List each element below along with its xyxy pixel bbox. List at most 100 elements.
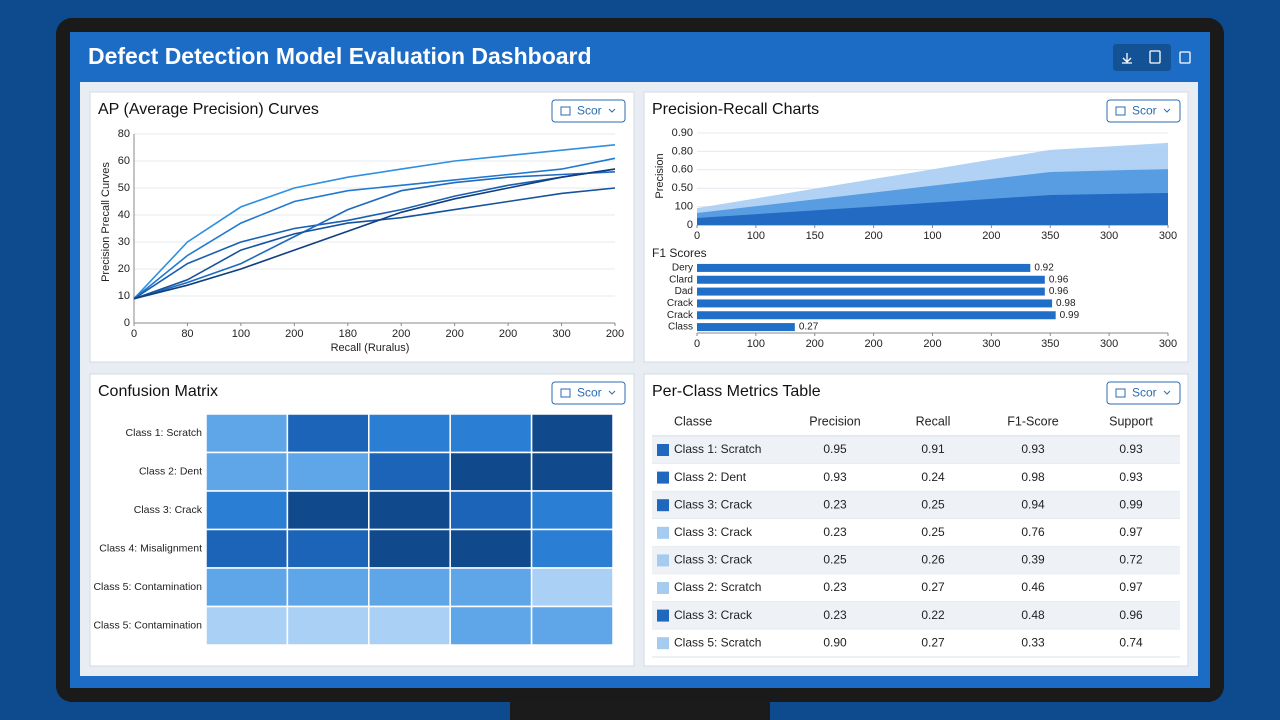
y-tick-label: 0.80 xyxy=(672,145,693,157)
heatmap-cell xyxy=(449,490,533,531)
x-tick-label: 200 xyxy=(982,230,1000,242)
table-cell: 0.97 xyxy=(1119,525,1143,539)
table-cell: 0.23 xyxy=(823,580,847,594)
panel-title: Confusion Matrix xyxy=(98,383,218,400)
table-cell: Class 3: Crack xyxy=(674,497,753,511)
x-tick-label: 200 xyxy=(864,338,882,350)
heatmap-cell xyxy=(530,490,614,531)
value-label: 0.99 xyxy=(1060,310,1080,321)
save-icon[interactable] xyxy=(1149,50,1161,64)
category-label: Class xyxy=(668,322,693,333)
dropdown[interactable] xyxy=(1106,99,1181,123)
table-cell: 0.74 xyxy=(1119,635,1143,649)
curve xyxy=(133,187,616,300)
dropdown-label: Scor xyxy=(577,104,602,118)
download-icon[interactable] xyxy=(1122,53,1132,64)
heatmap-cell xyxy=(286,413,370,454)
table-cell: 0.26 xyxy=(921,553,945,567)
table-cell: 0.22 xyxy=(921,608,945,622)
table-cell: Class 3: Crack xyxy=(674,525,753,539)
x-tick-label: 300 xyxy=(982,338,1000,350)
column-header: Recall xyxy=(916,414,951,428)
table-row xyxy=(652,601,1180,630)
x-tick-label: 300 xyxy=(1100,338,1118,350)
y-tick-label: 0 xyxy=(124,317,130,329)
y-axis-label: Precision xyxy=(654,153,666,198)
panel-title: F1 Scores xyxy=(652,246,707,260)
table-cell: 0.25 xyxy=(921,497,945,511)
heatmap-cell xyxy=(449,528,533,569)
table-cell: 0.23 xyxy=(823,497,847,511)
y-tick-label: 0.50 xyxy=(672,182,693,194)
table-cell: 0.24 xyxy=(921,470,945,484)
x-tick-label: 180 xyxy=(339,328,357,340)
heatmap-cell xyxy=(449,451,533,492)
bar xyxy=(697,275,1045,284)
table-cell: 0.39 xyxy=(1021,553,1045,567)
x-tick-label: 80 xyxy=(181,328,193,340)
table-cell: 0.27 xyxy=(921,635,945,649)
class-swatch xyxy=(657,526,669,539)
heatmap-cell xyxy=(368,605,451,646)
panel-title: AP (Average Precision) Curves xyxy=(98,101,319,118)
value-label: 0.96 xyxy=(1049,286,1069,297)
column-header: Precision xyxy=(809,414,860,428)
dropdown[interactable] xyxy=(551,381,626,405)
heatmap-cell xyxy=(368,490,451,531)
toolbar xyxy=(1113,44,1171,71)
y-tick-label: 0.90 xyxy=(672,127,693,139)
chevron xyxy=(608,108,616,113)
bar xyxy=(697,287,1045,296)
x-tick-label: 200 xyxy=(392,328,410,340)
heatmap-cell xyxy=(449,605,533,646)
table-cell: 0.46 xyxy=(1021,580,1045,594)
dropdown[interactable] xyxy=(1106,381,1181,405)
heatmap-cell xyxy=(205,451,289,492)
dropdown[interactable] xyxy=(551,99,626,123)
table-cell: 0.93 xyxy=(1119,442,1143,456)
table-cell: 0.48 xyxy=(1021,608,1045,622)
table-cell: 0.94 xyxy=(1021,497,1045,511)
category-label: Dery xyxy=(672,263,693,274)
chevron xyxy=(1163,108,1171,113)
row-label: Class 2: Dent xyxy=(139,466,202,478)
x-tick-label: 100 xyxy=(747,230,765,242)
x-tick-label: 0 xyxy=(131,328,137,340)
class-swatch xyxy=(657,499,669,512)
x-tick-label: 200 xyxy=(445,328,463,340)
heatmap-cell xyxy=(286,451,370,492)
value-label: 0.27 xyxy=(799,322,819,333)
x-tick-label: 200 xyxy=(606,328,624,340)
row-label: Class 5: Contamination xyxy=(93,620,202,632)
table-cell: 0.23 xyxy=(823,525,847,539)
x-tick-label: 300 xyxy=(1159,230,1177,242)
table-row xyxy=(652,463,1180,492)
settings-icon[interactable] xyxy=(1179,51,1191,64)
panel-title: Precision-Recall Charts xyxy=(652,101,819,118)
table-cell: Class 2: Dent xyxy=(674,470,747,484)
table-row xyxy=(652,491,1180,519)
x-tick-label: 0 xyxy=(694,230,700,242)
x-tick-label: 350 xyxy=(1041,338,1059,350)
x-tick-label: 0 xyxy=(694,338,700,350)
dropdown-icon xyxy=(560,388,571,398)
class-swatch xyxy=(657,582,669,594)
x-tick-label: 100 xyxy=(923,230,941,242)
dropdown-icon xyxy=(1115,388,1126,398)
heatmap-cell xyxy=(368,451,451,492)
heatmap-cell xyxy=(449,567,533,608)
x-tick-label: 300 xyxy=(1159,338,1177,350)
chevron xyxy=(1163,390,1171,395)
row-label: Class 1: Scratch xyxy=(126,427,203,439)
row-label: Class 5: Contamination xyxy=(93,581,202,593)
table-cell: 0.93 xyxy=(1021,442,1045,456)
table-cell: 0.90 xyxy=(823,635,847,649)
class-swatch xyxy=(657,609,669,622)
y-tick-label: 0.60 xyxy=(672,164,693,176)
heatmap-cell xyxy=(205,528,289,569)
category-label: Crack xyxy=(667,310,694,321)
y-tick-label: 100 xyxy=(675,201,693,213)
table-cell: 0.96 xyxy=(1119,608,1143,622)
column-header: F1-Score xyxy=(1007,414,1058,428)
